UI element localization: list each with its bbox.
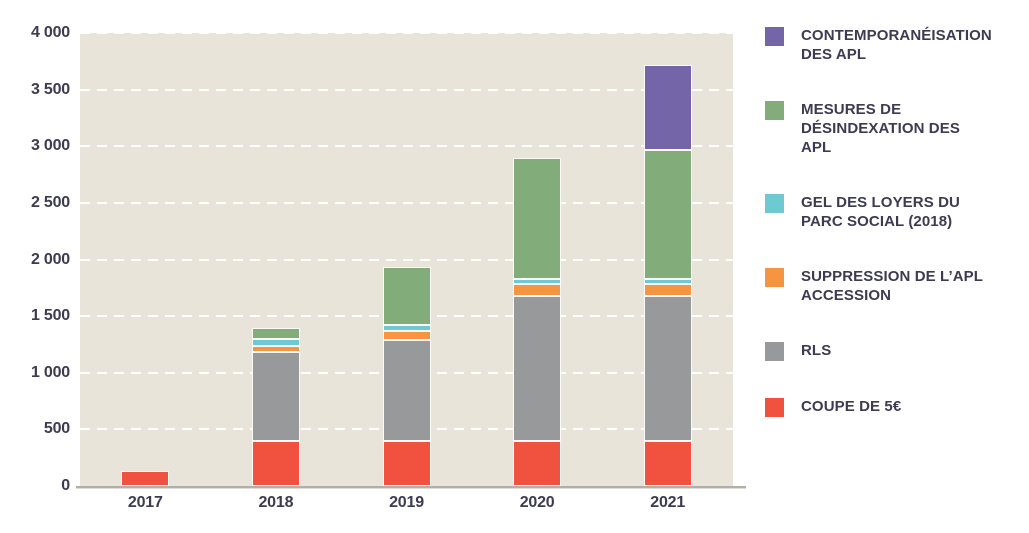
bar-segment-coupe-de-5e xyxy=(251,440,300,486)
legend-label-suppression-apl-accession: SUPPRESSION DE L’APL ACCESSION xyxy=(801,267,983,305)
bar-segment-desindexation-apl xyxy=(251,327,300,339)
legend-item-rls: RLS xyxy=(765,341,992,361)
legend-label-line: DES APL xyxy=(801,46,867,63)
legend-label-desindexation-apl: MESURES DE DÉSINDEXATION DES APL xyxy=(801,100,960,157)
bar-segment-rls xyxy=(513,295,562,441)
legend-label-gel-loyers-parc-social: GEL DES LOYERS DU PARC SOCIAL (2018) xyxy=(801,193,960,231)
x-axis-line xyxy=(76,486,746,489)
plot-area xyxy=(80,32,733,486)
legend-label-line: APL xyxy=(801,139,832,156)
bar-2018 xyxy=(251,327,300,486)
x-tick-label-2019: 2019 xyxy=(389,494,424,511)
bar-segment-coupe-de-5e xyxy=(513,440,562,486)
x-tick-label-2020: 2020 xyxy=(519,494,555,511)
legend-label-line: SUPPRESSION DE L’APL xyxy=(801,268,984,285)
bar-segment-gel-loyers-parc-social xyxy=(382,324,431,332)
y-tick-label: 1 000 xyxy=(30,363,70,381)
y-tick-label: 2 000 xyxy=(30,250,70,268)
legend-label-line: CONTEMPORANÉISATION xyxy=(801,27,992,44)
legend: CONTEMPORANÉISATION DES APL MESURES DE DÉSI… xyxy=(765,26,992,417)
legend-label-line: GEL DES LOYERS DU xyxy=(801,194,960,211)
legend-label-line: RLS xyxy=(801,342,832,359)
legend-item-suppression-apl-accession: SUPPRESSION DE L’APL ACCESSION xyxy=(765,267,992,305)
legend-item-desindexation-apl: MESURES DE DÉSINDEXATION DES APL xyxy=(765,100,992,157)
bar-segment-desindexation-apl xyxy=(513,157,562,279)
gridline-3000 xyxy=(80,145,733,148)
x-tick-label-2018: 2018 xyxy=(258,494,294,511)
legend-label-line: MESURES DE xyxy=(801,101,902,118)
bar-segment-suppression-apl-accession xyxy=(513,284,562,296)
legend-swatch-suppression-apl-accession xyxy=(765,268,784,287)
bar-segment-coupe-de-5e xyxy=(382,440,431,486)
y-tick-label: 2 500 xyxy=(30,193,70,211)
bar-segment-coupe-de-5e xyxy=(121,471,170,486)
bar-2019 xyxy=(382,266,431,486)
bar-segment-suppression-apl-accession xyxy=(382,331,431,340)
legend-swatch-gel-loyers-parc-social xyxy=(765,194,784,213)
bar-2017 xyxy=(121,471,170,486)
bar-segment-suppression-apl-accession xyxy=(643,284,692,296)
bar-segment-suppression-apl-accession xyxy=(251,345,300,353)
bar-segment-rls xyxy=(251,352,300,441)
y-tick-label: 3 000 xyxy=(30,137,70,155)
legend-label-contemporaneisation-apl: CONTEMPORANÉISATION DES APL xyxy=(801,26,992,64)
legend-item-contemporaneisation-apl: CONTEMPORANÉISATION DES APL xyxy=(765,26,992,64)
legend-item-gel-loyers-parc-social: GEL DES LOYERS DU PARC SOCIAL (2018) xyxy=(765,193,992,231)
bar-segment-rls xyxy=(643,295,692,441)
gridline-2500 xyxy=(80,201,733,204)
bar-segment-rls xyxy=(382,339,431,441)
bar-2021 xyxy=(643,64,692,486)
bar-segment-desindexation-apl xyxy=(643,149,692,279)
bar-segment-gel-loyers-parc-social xyxy=(643,278,692,285)
legend-label-rls: RLS xyxy=(801,341,831,361)
legend-label-line: PARC SOCIAL (2018) xyxy=(801,213,953,230)
bar-segment-desindexation-apl xyxy=(382,266,431,325)
legend-label-line: DÉSINDEXATION DES xyxy=(801,120,960,137)
bar-segment-gel-loyers-parc-social xyxy=(251,338,300,346)
y-tick-label: 500 xyxy=(43,420,70,438)
bar-segment-gel-loyers-parc-social xyxy=(513,278,562,285)
y-tick-label: 0 xyxy=(61,477,70,494)
legend-label-line: COUPE DE 5€ xyxy=(801,398,902,415)
legend-label-line: ACCESSION xyxy=(801,287,892,304)
legend-swatch-contemporaneisation-apl xyxy=(765,27,784,46)
legend-swatch-desindexation-apl xyxy=(765,101,784,120)
bar-2020 xyxy=(513,157,562,486)
bar-segment-coupe-de-5e xyxy=(643,440,692,486)
x-tick-label-2017: 2017 xyxy=(127,494,163,511)
gridline-2000 xyxy=(80,258,733,261)
y-axis: 0 500 1 000 1 500 2 000 2 500 3 000 3 500 4 000 xyxy=(0,24,70,494)
y-tick-label: 3 500 xyxy=(30,80,70,98)
legend-swatch-rls xyxy=(765,342,784,361)
y-tick-label: 4 000 xyxy=(30,24,70,41)
gridline-3500 xyxy=(80,88,733,91)
legend-item-coupe-de-5e: COUPE DE 5€ xyxy=(765,397,992,417)
legend-swatch-coupe-de-5e xyxy=(765,398,784,417)
x-tick-label-2021: 2021 xyxy=(650,494,686,511)
y-tick-label: 1 500 xyxy=(30,307,70,325)
legend-label-coupe-de-5e: COUPE DE 5€ xyxy=(801,397,901,417)
bar-segment-contemporaneisation-apl xyxy=(643,64,692,150)
x-axis: 2017 2018 2019 2020 2021 xyxy=(80,494,733,518)
gridline-4000 xyxy=(80,32,733,34)
